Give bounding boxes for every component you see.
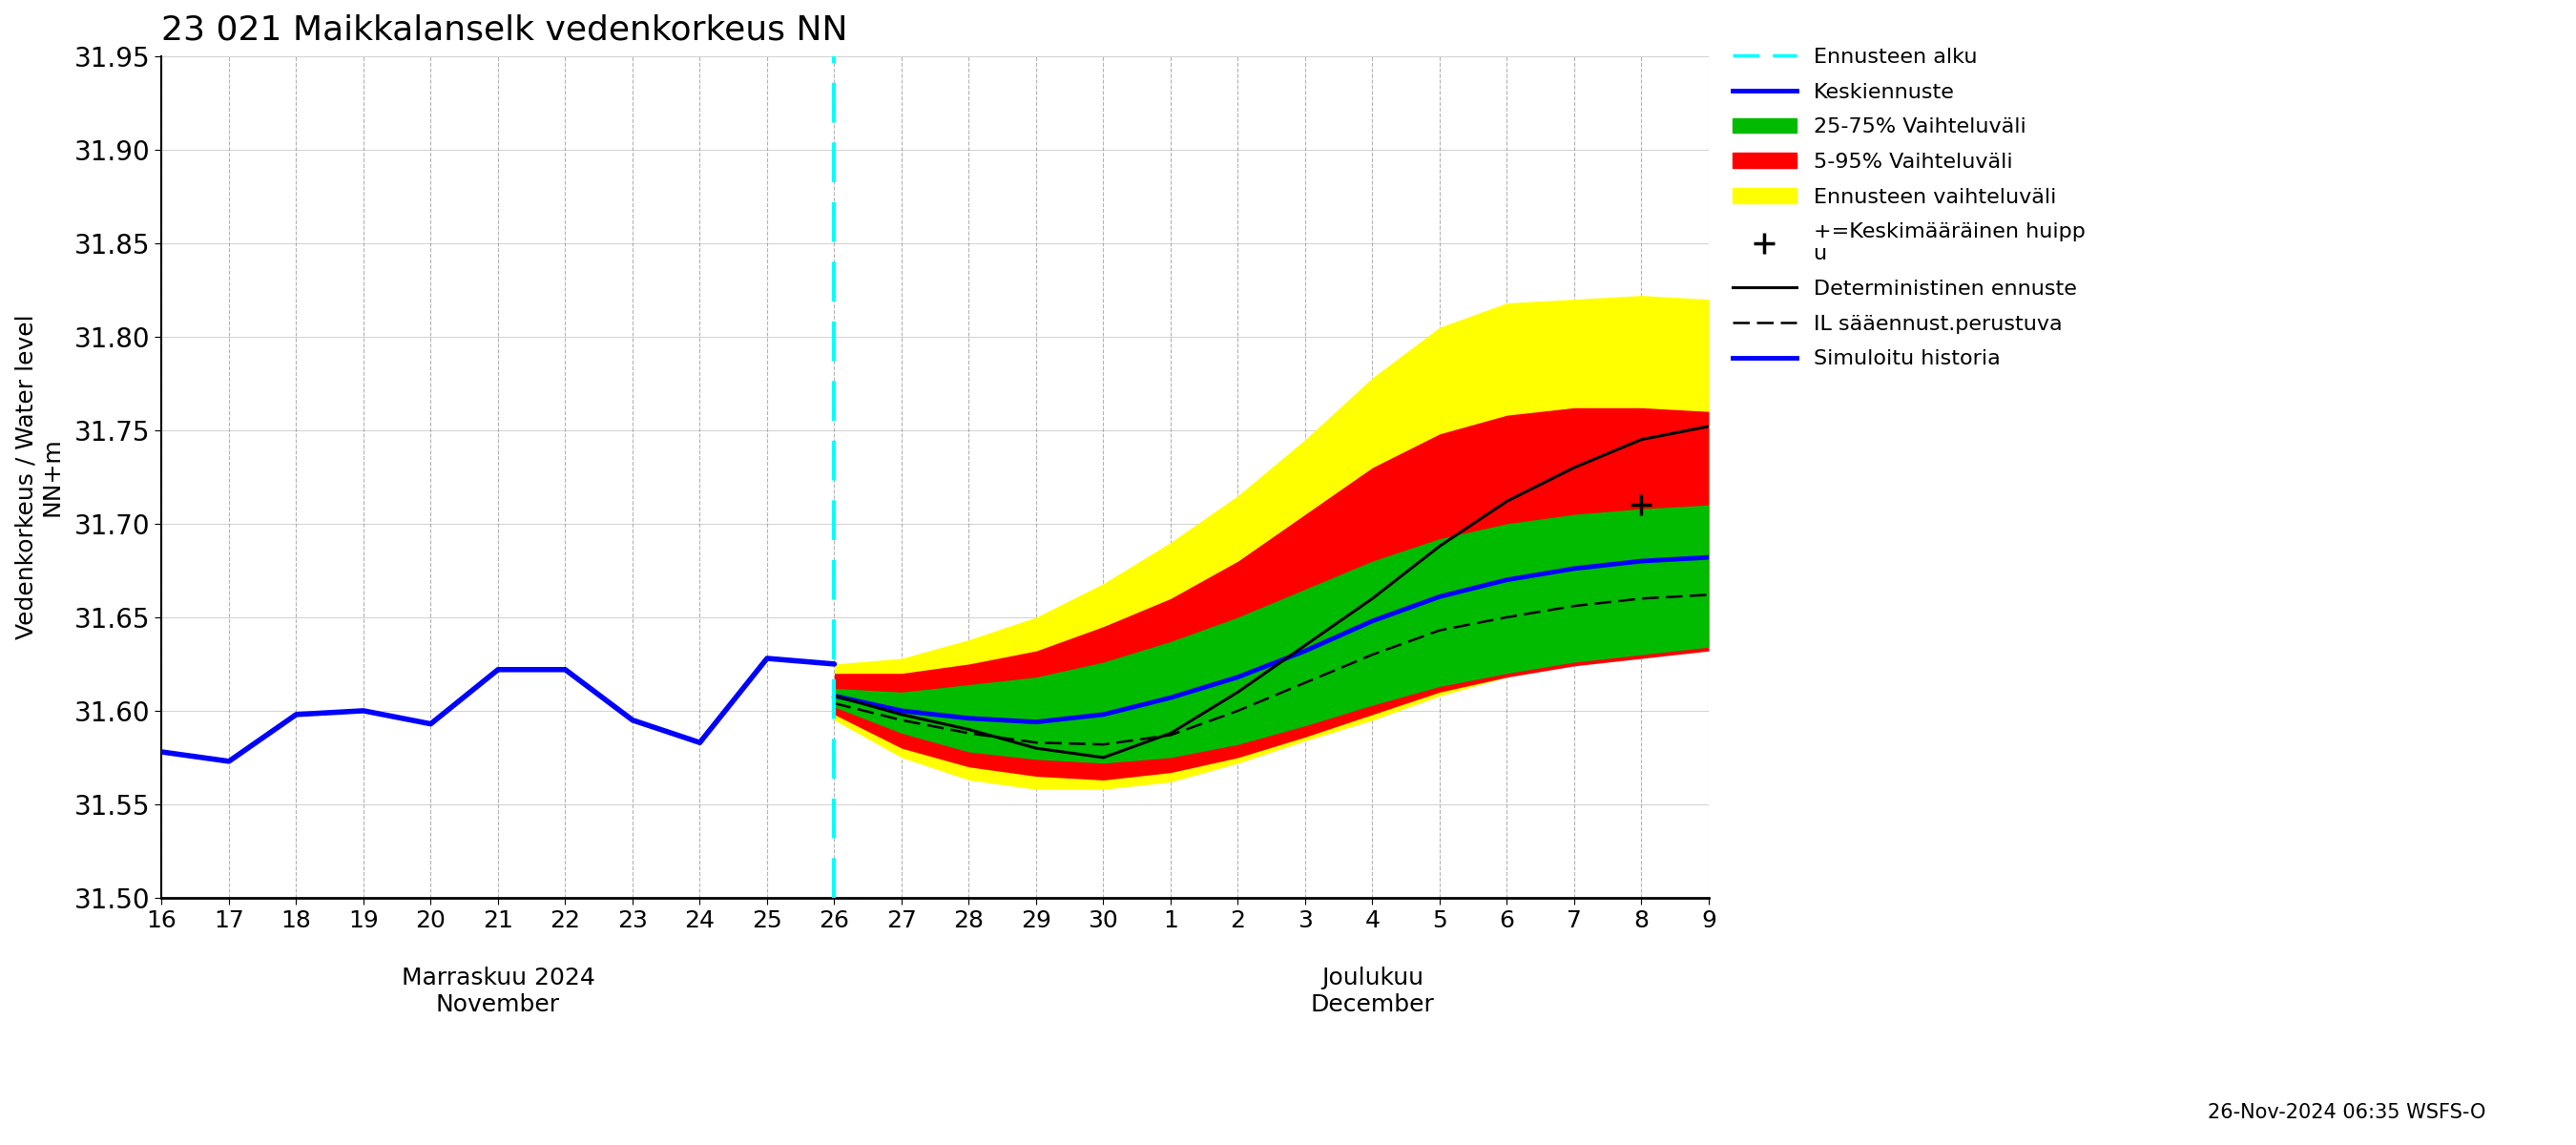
Legend: Ennusteen alku, Keskiennuste, 25-75% Vaihteluväli, 5-95% Vaihteluväli, Ennusteen: Ennusteen alku, Keskiennuste, 25-75% Vai…: [1723, 39, 2094, 377]
Text: 23 021 Maikkalanselk vedenkorkeus NN: 23 021 Maikkalanselk vedenkorkeus NN: [162, 14, 848, 47]
Text: Marraskuu 2024
November: Marraskuu 2024 November: [402, 966, 595, 1017]
Text: 26-Nov-2024 06:35 WSFS-O: 26-Nov-2024 06:35 WSFS-O: [2208, 1103, 2486, 1122]
Text: Joulukuu
December: Joulukuu December: [1311, 966, 1435, 1017]
Y-axis label: Vedenkorkeus / Water level
NN+m: Vedenkorkeus / Water level NN+m: [15, 315, 64, 639]
